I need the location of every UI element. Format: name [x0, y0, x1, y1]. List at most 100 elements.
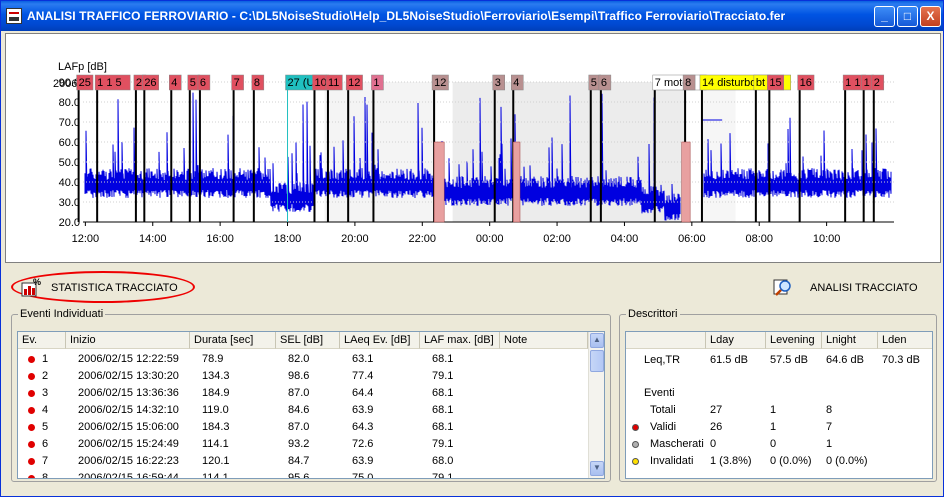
event-block [433, 141, 445, 223]
table-row[interactable]: 1 2006/02/15 12:22:59 78.9 82.0 63.1 68.1 [18, 351, 588, 368]
events-column-header[interactable]: Ev. [18, 332, 66, 349]
descriptors-column-header[interactable] [626, 332, 706, 349]
event-marker[interactable]: 26 [142, 74, 159, 222]
scroll-down-button[interactable]: ▼ [590, 461, 604, 476]
descriptors-column-header[interactable]: Levening [766, 332, 822, 349]
leq-value: 70.3 dB [882, 354, 920, 366]
x-tick-label: 14:00 [139, 233, 167, 245]
event-marker[interactable]: 11 [325, 74, 343, 222]
toolbar: % STATISTICA TRACCIATO ANALISI TRACCIATO [5, 267, 941, 305]
events-table[interactable]: Ev. Inizio Durata [sec] SEL [dB] LAeq Ev. [d… [17, 331, 605, 479]
table-cell: 78.9 [202, 353, 224, 365]
analysis-button[interactable]: ANALISI TRACCIATO [810, 282, 918, 294]
table-cell: 2006/02/15 13:36:36 [78, 387, 179, 399]
event-marker-label: 1 1 [845, 77, 860, 89]
descriptors-column-header[interactable]: Lden [878, 332, 932, 349]
table-cell: 63.9 [352, 404, 374, 416]
table-cell: 84.7 [288, 455, 310, 467]
event-block [681, 141, 691, 223]
table-row[interactable]: 3 2006/02/15 13:36:36 184.9 87.0 64.4 68.1 [18, 385, 588, 402]
event-marker[interactable]: 8 [251, 74, 265, 222]
event-marker[interactable]: 2 [871, 74, 885, 222]
events-column-header[interactable]: SEL [dB] [276, 332, 340, 349]
event-marker[interactable]: 5 [588, 74, 602, 222]
descriptors-column-header[interactable]: Lday [706, 332, 766, 349]
events-scrollbar[interactable]: ▲ ▼ [588, 332, 604, 478]
event-marker[interactable]: 1 [861, 74, 874, 222]
x-tick-label: 02:00 [543, 233, 571, 245]
laf-trace [84, 92, 892, 221]
event-marker[interactable]: 1 1 5 [94, 74, 131, 222]
table-row[interactable]: 7 2006/02/15 16:22:23 120.1 84.7 63.9 68.0 [18, 453, 588, 470]
valid-dot-icon [28, 424, 35, 431]
event-marker[interactable]: 6 [598, 74, 612, 222]
noise-chart-svg: LAFp [dB] 20.0 30.0 40.0 50.0 60.0 70.0 80.0 90… [53, 61, 894, 245]
event-marker[interactable]: 6 [197, 74, 211, 222]
event-marker[interactable]: 12 [345, 74, 363, 222]
table-cell: 64.4 [352, 387, 374, 399]
y-tick-label: 40.0 [59, 177, 80, 189]
close-button[interactable]: X [920, 6, 941, 27]
event-marker[interactable]: 16 [797, 74, 815, 222]
events-column-header[interactable]: LAeq Ev. [dB] [340, 332, 420, 349]
events-column-header[interactable]: Inizio [66, 332, 190, 349]
table-row[interactable]: 6 2006/02/15 15:24:49 114.1 93.2 72.6 79.1 [18, 436, 588, 453]
app-icon[interactable] [6, 8, 22, 24]
event-marker-label: bt [756, 77, 765, 89]
table-cell: 63.9 [352, 455, 374, 467]
event-marker[interactable]: 15 [767, 74, 784, 222]
table-cell: 5 [42, 421, 49, 433]
table-cell: 134.3 [202, 370, 230, 382]
statistics-button[interactable]: STATISTICA TRACCIATO [51, 282, 178, 294]
event-marker[interactable]: bt [753, 74, 771, 222]
event-marker[interactable]: 7 [231, 74, 244, 222]
events-column-header[interactable]: Durata [sec] [190, 332, 276, 349]
eventi-row-value: 0 [770, 438, 777, 450]
table-row[interactable]: 5 2006/02/15 15:06:00 184.3 87.0 64.3 68.1 [18, 419, 588, 436]
descriptors-table[interactable]: Lday Levening Lnight Lden Leq,TR 61.5 dB 57.5… [625, 331, 933, 479]
events-column-header[interactable]: LAF max. [dB] [420, 332, 500, 349]
table-cell: 2006/02/15 16:22:23 [78, 455, 179, 467]
eventi-label: Eventi [644, 387, 675, 399]
event-marker[interactable]: 1 [371, 74, 384, 222]
event-marker[interactable]: 3 [492, 74, 505, 222]
scroll-up-button[interactable]: ▲ [590, 333, 604, 348]
event-marker-label: 1 [373, 77, 379, 89]
noise-chart[interactable]: LAFp [dB] 20.0 30.0 40.0 50.0 60.0 70.0 80.0 90… [5, 33, 941, 263]
y-tick-label: 70.0 [59, 117, 80, 129]
close-icon: X [926, 9, 935, 23]
table-cell: 79.1 [432, 438, 454, 450]
event-marker[interactable]: 25 [76, 74, 94, 222]
events-column-header[interactable]: Note [500, 332, 588, 349]
table-cell: 114.1 [202, 472, 229, 479]
leq-label: Leq,TR [644, 354, 681, 366]
table-row[interactable]: 2 2006/02/15 13:30:20 134.3 98.6 77.4 79.1 [18, 368, 588, 385]
event-marker[interactable]: 1 1 [842, 74, 866, 222]
event-marker-label: 27 (U) [288, 77, 319, 89]
event-marker-label: 4 [513, 77, 519, 89]
maximize-button[interactable]: □ [897, 6, 918, 27]
event-marker[interactable]: 10 [312, 74, 330, 222]
x-tick-label: 00:00 [476, 233, 504, 245]
eventi-row-value: 0 (0.0%) [826, 455, 868, 467]
scroll-thumb[interactable] [590, 350, 604, 372]
table-row[interactable]: 8 2006/02/15 16:59:44 114.1 95.6 75.0 79.1 [18, 470, 588, 479]
eventi-row-value: 7 [826, 421, 833, 433]
svg-text:%: % [33, 277, 41, 287]
event-marker[interactable]: 4 [169, 74, 182, 222]
x-tick-label: 16:00 [206, 233, 234, 245]
y-tick-label: 20.0 [59, 217, 80, 229]
minimize-button[interactable]: _ [874, 6, 895, 27]
x-tick-label: 10:00 [813, 233, 841, 245]
analysis-icon[interactable] [773, 277, 793, 297]
statistics-icon[interactable]: % [21, 277, 41, 297]
y-tick-label: 80.0 [59, 97, 80, 109]
table-cell: 2006/02/15 12:22:59 [78, 353, 179, 365]
table-cell: 120.1 [202, 455, 230, 467]
title-bar[interactable]: ANALISI TRAFFICO FERROVIARIO - C:\DL5Noi… [1, 1, 943, 31]
table-row[interactable]: 4 2006/02/15 14:32:10 119.0 84.6 63.9 68.1 [18, 402, 588, 419]
x-tick-label: 08:00 [745, 233, 773, 245]
event-marker-label: 1 1 5 [97, 77, 121, 89]
event-marker[interactable]: 5 [187, 74, 201, 222]
descriptors-column-header[interactable]: Lnight [822, 332, 878, 349]
